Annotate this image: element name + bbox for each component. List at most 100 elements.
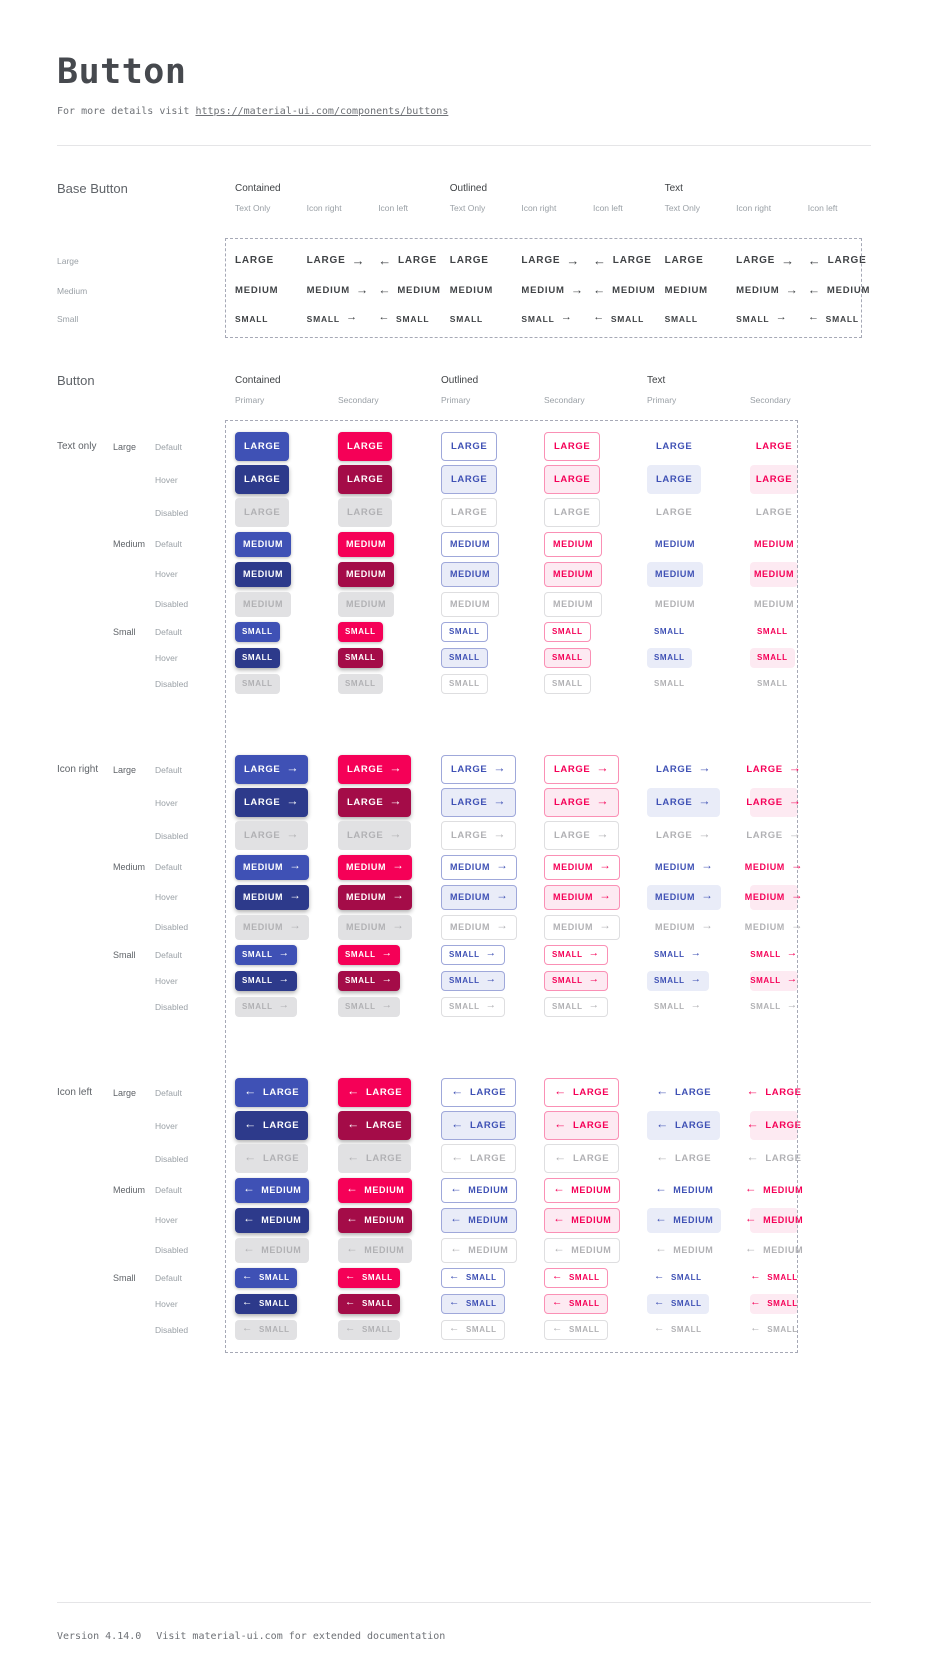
docs-link[interactable]: https://material-ui.com/components/butto…: [195, 106, 449, 117]
base-contained-icon-right-medium-button[interactable]: MEDIUM →: [307, 283, 369, 297]
icon-left-outlined-primary-small-disabled-button[interactable]: ← SMALL: [441, 1320, 505, 1340]
text-only-outlined-primary-small-default-button[interactable]: SMALL: [441, 622, 488, 642]
icon-left-contained-primary-medium-hover-button[interactable]: ← MEDIUM: [235, 1207, 310, 1233]
base-contained-icon-left-small-button[interactable]: ← SMALL: [378, 312, 429, 324]
text-only-text-primary-large-hover-button[interactable]: LARGE: [647, 465, 702, 494]
icon-left-contained-secondary-large-hover-button[interactable]: ← LARGE: [338, 1111, 412, 1140]
icon-left-contained-secondary-small-disabled-button[interactable]: ← SMALL: [338, 1320, 400, 1340]
icon-left-contained-primary-medium-disabled-button[interactable]: ← MEDIUM: [235, 1237, 310, 1263]
icon-right-contained-secondary-medium-default-button[interactable]: MEDIUM →: [338, 854, 413, 880]
text-only-contained-secondary-large-hover-button[interactable]: LARGE: [338, 465, 393, 494]
icon-right-outlined-secondary-medium-default-button[interactable]: MEDIUM →: [544, 854, 621, 880]
text-only-outlined-secondary-large-disabled-button[interactable]: LARGE: [544, 498, 601, 527]
icon-right-text-secondary-large-hover-button[interactable]: LARGE →: [746, 788, 801, 817]
icon-right-outlined-primary-large-default-button[interactable]: LARGE →: [441, 755, 517, 784]
text-only-text-primary-small-disabled-button[interactable]: SMALL: [647, 674, 692, 694]
icon-left-outlined-primary-small-hover-button[interactable]: ← SMALL: [441, 1294, 505, 1314]
text-only-contained-secondary-small-disabled-button[interactable]: SMALL: [338, 674, 383, 694]
icon-left-text-primary-medium-disabled-button[interactable]: ← MEDIUM: [647, 1238, 721, 1263]
text-only-contained-primary-large-hover-button[interactable]: LARGE: [235, 465, 290, 494]
base-text-icon-right-small-button[interactable]: SMALL →: [736, 312, 787, 324]
icon-right-text-secondary-medium-default-button[interactable]: MEDIUM →: [745, 855, 803, 880]
base-outlined-icon-right-large-button[interactable]: LARGE →: [521, 254, 580, 268]
text-only-outlined-secondary-small-default-button[interactable]: SMALL: [544, 622, 591, 642]
text-only-contained-primary-small-disabled-button[interactable]: SMALL: [235, 674, 280, 694]
icon-left-contained-primary-large-default-button[interactable]: ← LARGE: [235, 1078, 309, 1107]
icon-right-outlined-primary-large-hover-button[interactable]: LARGE →: [441, 788, 517, 817]
base-outlined-text-only-large-button[interactable]: LARGE: [450, 256, 489, 266]
icon-left-text-secondary-medium-hover-button[interactable]: ← MEDIUM: [745, 1207, 803, 1233]
base-contained-icon-left-large-button[interactable]: ← LARGE: [378, 254, 437, 268]
icon-left-outlined-secondary-large-disabled-button[interactable]: ← LARGE: [544, 1144, 620, 1173]
text-only-contained-primary-medium-disabled-button[interactable]: MEDIUM: [235, 591, 292, 617]
text-only-contained-secondary-large-disabled-button[interactable]: LARGE: [338, 498, 393, 527]
text-only-text-primary-large-default-button[interactable]: LARGE: [647, 432, 701, 461]
base-contained-icon-right-small-button[interactable]: SMALL →: [307, 312, 358, 324]
icon-right-outlined-primary-medium-hover-button[interactable]: MEDIUM →: [441, 884, 518, 910]
icon-right-outlined-secondary-small-disabled-button[interactable]: SMALL →: [544, 997, 608, 1017]
icon-left-contained-secondary-large-disabled-button[interactable]: ← LARGE: [338, 1144, 412, 1173]
icon-left-outlined-secondary-small-disabled-button[interactable]: ← SMALL: [544, 1320, 608, 1340]
icon-left-outlined-primary-large-hover-button[interactable]: ← LARGE: [441, 1111, 517, 1140]
icon-right-contained-primary-medium-hover-button[interactable]: MEDIUM →: [235, 884, 310, 910]
icon-right-outlined-primary-small-hover-button[interactable]: SMALL →: [441, 971, 505, 991]
icon-left-text-secondary-large-hover-button[interactable]: ← LARGE: [746, 1111, 801, 1140]
icon-left-outlined-secondary-medium-hover-button[interactable]: ← MEDIUM: [544, 1207, 621, 1233]
icon-right-contained-secondary-small-hover-button[interactable]: SMALL →: [338, 971, 400, 991]
icon-right-text-primary-large-default-button[interactable]: LARGE →: [647, 755, 720, 784]
icon-right-contained-primary-small-disabled-button[interactable]: SMALL →: [235, 997, 297, 1017]
icon-right-text-primary-medium-default-button[interactable]: MEDIUM →: [647, 855, 721, 880]
text-only-contained-primary-medium-hover-button[interactable]: MEDIUM: [235, 561, 292, 587]
base-outlined-text-only-medium-button[interactable]: MEDIUM: [450, 286, 493, 296]
icon-right-contained-primary-small-hover-button[interactable]: SMALL →: [235, 971, 297, 991]
text-only-outlined-secondary-medium-default-button[interactable]: MEDIUM: [544, 531, 603, 557]
icon-left-contained-primary-large-hover-button[interactable]: ← LARGE: [235, 1111, 309, 1140]
icon-left-text-primary-medium-default-button[interactable]: ← MEDIUM: [647, 1178, 721, 1203]
icon-right-contained-primary-small-default-button[interactable]: SMALL →: [235, 945, 297, 965]
icon-left-text-primary-large-hover-button[interactable]: ← LARGE: [647, 1111, 721, 1140]
icon-right-contained-secondary-medium-hover-button[interactable]: MEDIUM →: [338, 884, 413, 910]
icon-right-text-primary-medium-disabled-button[interactable]: MEDIUM →: [647, 915, 721, 940]
text-only-text-secondary-small-hover-button[interactable]: SMALL: [750, 648, 795, 668]
icon-right-text-secondary-large-disabled-button[interactable]: LARGE →: [746, 821, 801, 850]
icon-left-outlined-primary-medium-hover-button[interactable]: ← MEDIUM: [441, 1207, 518, 1233]
text-only-outlined-primary-medium-default-button[interactable]: MEDIUM: [441, 531, 500, 557]
text-only-text-secondary-large-disabled-button[interactable]: LARGE: [750, 498, 798, 527]
text-only-outlined-secondary-small-hover-button[interactable]: SMALL: [544, 648, 591, 668]
icon-left-contained-secondary-medium-disabled-button[interactable]: ← MEDIUM: [338, 1237, 413, 1263]
icon-right-contained-primary-large-disabled-button[interactable]: LARGE →: [235, 821, 309, 850]
icon-left-text-primary-medium-hover-button[interactable]: ← MEDIUM: [647, 1207, 722, 1233]
icon-left-contained-primary-medium-default-button[interactable]: ← MEDIUM: [235, 1177, 310, 1203]
text-only-contained-primary-medium-default-button[interactable]: MEDIUM: [235, 531, 292, 557]
icon-right-outlined-secondary-medium-disabled-button[interactable]: MEDIUM →: [544, 914, 621, 940]
text-only-text-primary-medium-hover-button[interactable]: MEDIUM: [647, 561, 704, 587]
icon-left-outlined-secondary-small-default-button[interactable]: ← SMALL: [544, 1268, 608, 1288]
icon-right-contained-primary-medium-disabled-button[interactable]: MEDIUM →: [235, 914, 310, 940]
icon-left-text-primary-small-hover-button[interactable]: ← SMALL: [647, 1294, 709, 1314]
icon-right-contained-secondary-large-disabled-button[interactable]: LARGE →: [338, 821, 412, 850]
text-only-contained-primary-large-disabled-button[interactable]: LARGE: [235, 498, 290, 527]
icon-right-contained-primary-medium-default-button[interactable]: MEDIUM →: [235, 854, 310, 880]
icon-right-outlined-secondary-small-default-button[interactable]: SMALL →: [544, 945, 608, 965]
icon-right-outlined-primary-medium-default-button[interactable]: MEDIUM →: [441, 854, 518, 880]
icon-right-contained-secondary-small-default-button[interactable]: SMALL →: [338, 945, 400, 965]
icon-right-contained-secondary-large-default-button[interactable]: LARGE →: [338, 755, 412, 784]
icon-right-contained-secondary-large-hover-button[interactable]: LARGE →: [338, 788, 412, 817]
icon-left-text-secondary-large-disabled-button[interactable]: ← LARGE: [746, 1144, 801, 1173]
text-only-contained-secondary-medium-hover-button[interactable]: MEDIUM: [338, 561, 395, 587]
icon-left-text-primary-large-default-button[interactable]: ← LARGE: [647, 1078, 720, 1107]
base-outlined-text-only-small-button[interactable]: SMALL: [450, 315, 483, 324]
icon-left-text-secondary-large-default-button[interactable]: ← LARGE: [746, 1078, 801, 1107]
icon-right-contained-secondary-small-disabled-button[interactable]: SMALL →: [338, 997, 400, 1017]
icon-right-text-secondary-medium-disabled-button[interactable]: MEDIUM →: [745, 915, 803, 940]
icon-right-outlined-secondary-large-disabled-button[interactable]: LARGE →: [544, 821, 620, 850]
icon-left-contained-secondary-medium-default-button[interactable]: ← MEDIUM: [338, 1177, 413, 1203]
icon-right-outlined-secondary-medium-hover-button[interactable]: MEDIUM →: [544, 884, 621, 910]
icon-left-outlined-secondary-large-default-button[interactable]: ← LARGE: [544, 1078, 620, 1107]
icon-left-contained-secondary-small-hover-button[interactable]: ← SMALL: [338, 1294, 400, 1314]
base-text-text-only-small-button[interactable]: SMALL: [665, 315, 698, 324]
icon-left-text-secondary-medium-default-button[interactable]: ← MEDIUM: [745, 1178, 803, 1203]
icon-right-outlined-primary-small-default-button[interactable]: SMALL →: [441, 945, 505, 965]
icon-left-outlined-secondary-medium-default-button[interactable]: ← MEDIUM: [544, 1177, 621, 1203]
base-text-icon-right-medium-button[interactable]: MEDIUM →: [736, 283, 798, 297]
